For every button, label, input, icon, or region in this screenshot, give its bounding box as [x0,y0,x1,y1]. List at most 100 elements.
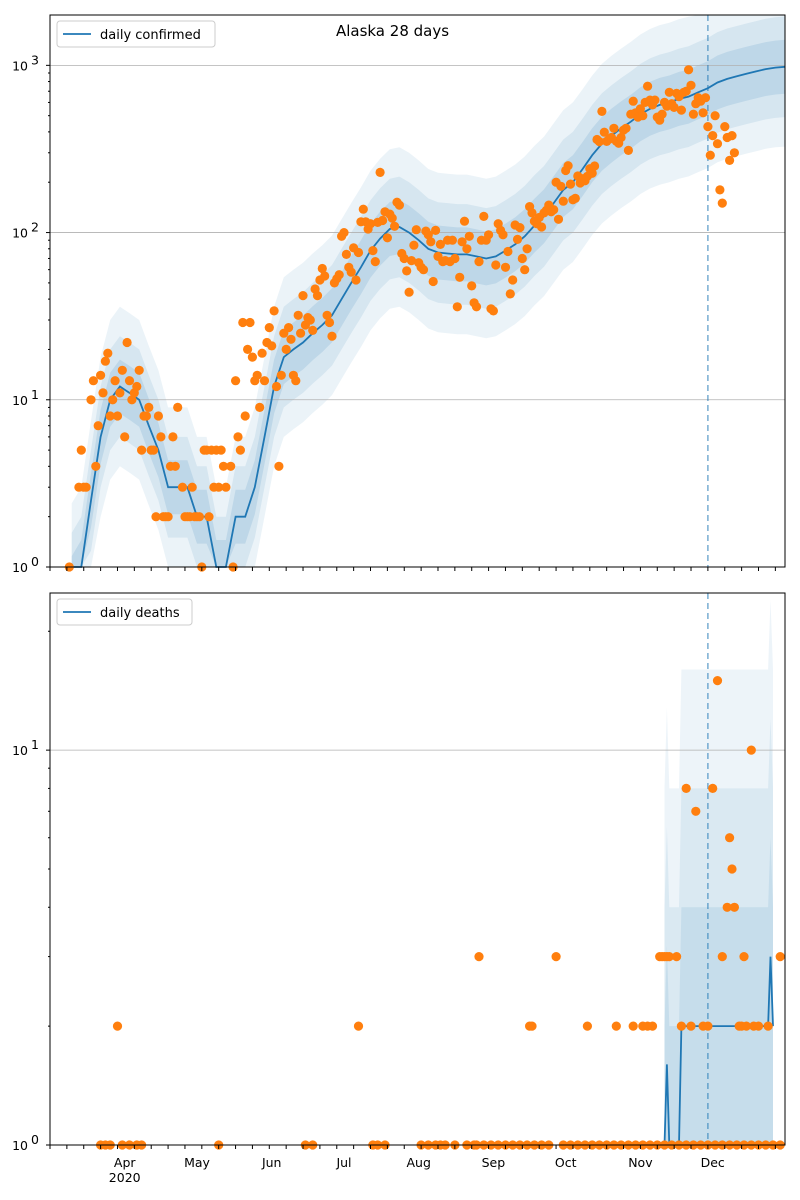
observed-point [233,432,243,442]
y-tick-label: 10 [12,393,28,408]
observed-point [471,302,482,312]
x-tick-label: Aug [406,1155,430,1170]
observed-point [387,213,397,223]
observed-point [137,445,147,455]
legend-box [56,598,193,626]
observed-point [739,952,749,962]
observed-point [729,902,740,912]
observed-point [558,196,568,206]
observed-point [431,225,441,235]
observed-point [551,952,561,962]
observed-point [479,211,489,221]
observed-point [334,270,344,280]
observed-point [462,244,472,254]
observed-point [194,512,204,522]
observed-point [226,461,236,471]
observed-point [727,864,737,874]
legend: daily deaths [56,598,193,626]
observed-point [698,108,708,118]
observed-point [284,323,294,333]
observed-point [271,381,282,392]
observed-point [296,328,306,338]
observed-point [390,221,400,231]
observed-point [459,216,470,226]
observed-point [394,200,404,210]
observed-point [686,1021,696,1031]
observed-point [725,155,735,165]
observed-point [587,168,597,178]
observed-point [274,461,284,471]
observed-point [712,676,723,686]
observed-point [597,106,607,116]
observed-point [117,365,127,375]
observed-point [163,512,173,522]
observed-point [204,512,214,522]
observed-point [590,161,600,171]
observed-point [259,376,270,386]
observed-point [582,1021,593,1031]
observed-point [339,228,349,238]
x-tick-label: Nov [628,1155,653,1170]
y-tick-label: 10 [12,226,28,241]
y-tick-label-exponent: 0 [31,1132,39,1147]
uncertainty-band [71,39,785,568]
observed-point [643,81,653,91]
observed-point [623,145,634,155]
observed-point [134,365,144,375]
observed-point [351,275,361,285]
observed-point [245,317,255,328]
observed-point [153,411,163,421]
x-tick-label: Oct [555,1155,577,1170]
observed-point [353,247,364,258]
observed-point [669,102,679,112]
observed-point [676,105,687,115]
observed-point [317,263,327,274]
y-tick-label-exponent: 3 [31,52,39,67]
observed-point [216,445,226,455]
observed-point [308,325,318,335]
observed-point [409,240,419,250]
observed-point [358,204,368,214]
observed-point [257,348,267,358]
observed-point [173,402,183,412]
observed-point [452,302,462,312]
observed-point [423,230,433,240]
observed-point [243,344,253,354]
observed-point [96,370,106,380]
legend: daily confirmed [56,20,216,48]
observed-point [729,148,740,158]
observed-point [247,352,257,362]
observed-point [455,272,465,282]
x-tick-label: Sep [482,1155,506,1170]
observed-point [708,131,718,141]
observed-point [710,111,720,121]
observed-point [112,411,123,421]
legend-label: daily deaths [100,606,180,621]
y-tick-label-exponent: 0 [31,554,39,569]
observed-point [240,411,250,421]
observed-point [346,267,356,277]
observed-point [218,461,229,471]
observed-point [404,287,414,297]
observed-point [505,289,515,299]
observed-point [235,445,245,455]
observed-point [418,265,429,275]
observed-point [103,348,113,358]
observed-point [327,331,337,341]
observed-point [657,109,667,119]
observed-point [484,230,494,240]
x-tick-label: Jun [261,1155,282,1170]
observed-point [435,239,445,249]
observed-point [517,253,527,264]
observed-point [144,402,154,412]
observed-point [406,256,417,266]
observed-point [149,445,159,455]
observed-point [464,231,474,241]
observed-point [187,482,197,492]
legend-box [56,20,216,48]
observed-point [127,395,137,405]
observed-point [537,222,547,232]
observed-point [98,388,108,398]
observed-point [720,122,730,132]
